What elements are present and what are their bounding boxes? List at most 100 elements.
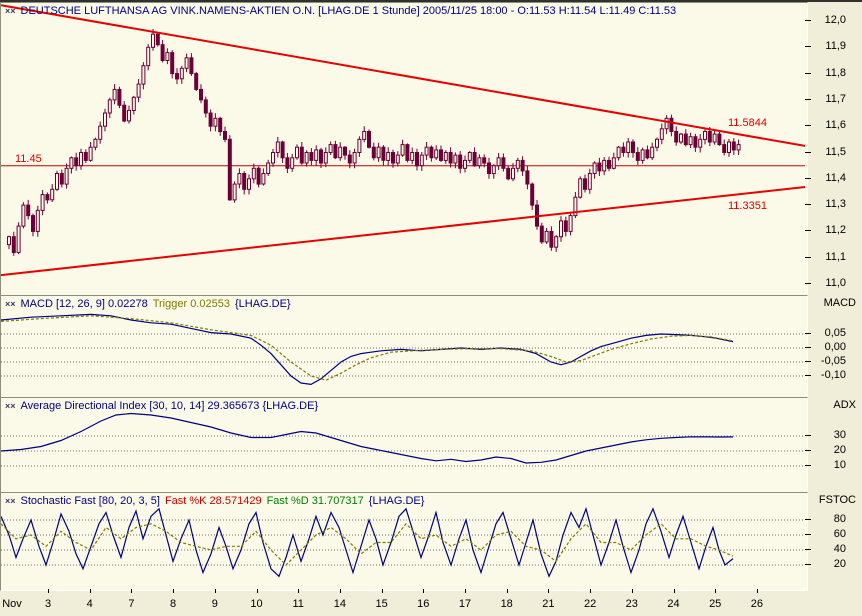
x-axis-label: 7	[128, 598, 135, 610]
price-axis-tick	[805, 151, 811, 153]
price-axis-label: 11,6	[825, 119, 846, 132]
indicator-axis-tick	[805, 450, 811, 451]
price-axis-label: 11,1	[825, 250, 846, 263]
macd-trigger-text: Trigger 0.02553	[152, 298, 230, 310]
x-axis-label: 8	[170, 598, 177, 610]
x-axis-tick	[590, 589, 592, 593]
x-axis-tick	[715, 589, 717, 593]
panel-toggle-icon[interactable]: ××	[5, 299, 16, 309]
indicator-axis-tick	[805, 435, 811, 436]
x-axis-tick	[423, 589, 425, 593]
indicator-axis-tick	[805, 465, 811, 466]
indicator-axis-tick	[805, 347, 811, 348]
x-axis-label: 18	[500, 598, 513, 610]
price-panel-title: ×× DEUTSCHE LUFTHANSA AG VINK.NAMENS-AKT…	[5, 5, 676, 17]
price-axis-tick	[805, 177, 811, 179]
stochastic-panel-title: ×× Stochastic Fast [80, 20, 3, 5] Fast %…	[5, 495, 424, 507]
macd-chart-canvas[interactable]	[1, 296, 805, 395]
adx-title-text: Average Directional Index [30, 10, 14] 2…	[20, 400, 319, 412]
stochastic-chart-canvas[interactable]	[1, 493, 805, 588]
x-axis-tick	[465, 589, 466, 593]
indicator-axis-tick	[805, 534, 811, 535]
price-axis-label: 11,4	[825, 171, 846, 184]
x-axis-tick	[548, 589, 550, 593]
price-axis-tick	[805, 46, 811, 48]
price-axis-label: 11,9	[825, 40, 846, 53]
stoch-symbol-text: {LHAG.DE}	[368, 495, 425, 507]
stoch-fastk-text: Fast %K 28.571429	[164, 495, 262, 507]
x-axis-tick	[131, 589, 133, 593]
x-axis-tick	[631, 589, 633, 593]
price-axis-tick	[805, 204, 811, 206]
x-axis-tick	[48, 589, 49, 593]
indicator-axis-label: -0,05	[820, 355, 846, 367]
stoch-fastd-text: Fast %D 31.707317	[266, 495, 364, 507]
x-axis-label: 22	[583, 598, 597, 610]
indicator-axis-label: 20	[833, 558, 846, 570]
time-axis: Nov 3 4 7 8 9 10 11 14 15 16 17 18 21 22 23 24 25 26	[0, 589, 806, 616]
x-axis-label: 26	[750, 598, 764, 610]
x-axis-label: 3	[44, 598, 52, 610]
x-axis-label: 15	[375, 598, 388, 610]
indicator-axis-tick	[805, 519, 811, 520]
adx-chart-canvas[interactable]	[1, 398, 805, 490]
indicator-axis-label: 30	[833, 429, 846, 441]
price-axis-tick	[805, 98, 811, 100]
price-axis-label: 11,7	[825, 92, 846, 105]
x-axis-label: Nov	[2, 598, 22, 610]
panel-toggle-icon[interactable]: ××	[5, 6, 16, 16]
indicator-axis-label: 60	[833, 528, 846, 540]
stochastic-panel-name: FSTOC	[818, 494, 856, 506]
x-axis-label: 24	[667, 598, 680, 610]
price-axis-label: 11,5	[825, 145, 846, 158]
hline-price-label: 11.45	[15, 153, 42, 165]
adx-panel-title: ×× Average Directional Index [30, 10, 14…	[5, 400, 318, 412]
x-axis-tick	[256, 589, 258, 593]
stoch-title-text: Stochastic Fast [80, 20, 3, 5]	[20, 495, 160, 507]
indicator-axis-tick	[805, 564, 811, 565]
panel-toggle-icon[interactable]: ××	[5, 496, 16, 506]
x-axis-tick	[673, 589, 675, 593]
x-axis-label: 9	[211, 598, 218, 610]
price-axis-tick	[805, 125, 811, 127]
macd-panel-name: MACD	[823, 297, 856, 309]
x-axis-label: 11	[292, 598, 304, 610]
price-panel: ×× DEUTSCHE LUFTHANSA AG VINK.NAMENS-AKT…	[0, 2, 808, 296]
macd-panel: ×× MACD [12, 26, 9] 0.02278 Trigger 0.02…	[0, 295, 808, 398]
stochastic-panel: ×× Stochastic Fast [80, 20, 3, 5] Fast %…	[0, 492, 808, 591]
x-axis-tick	[214, 589, 216, 593]
price-axis-label: 12,0	[824, 14, 846, 26]
indicator-axis-label: 80	[833, 513, 846, 525]
price-axis-label: 11,2	[825, 224, 846, 237]
x-axis-label: 25	[709, 598, 722, 610]
price-chart-canvas[interactable]	[1, 3, 805, 293]
indicator-axis-label: 10	[833, 459, 846, 471]
price-title-text: DEUTSCHE LUFTHANSA AG VINK.NAMENS-AKTIEN…	[20, 5, 677, 17]
x-axis-label: 14	[333, 598, 347, 610]
price-axis-tick	[805, 72, 811, 74]
x-axis-tick	[298, 589, 300, 593]
indicator-axis-tick	[805, 333, 811, 334]
macd-panel-title: ×× MACD [12, 26, 9] 0.02278 Trigger 0.02…	[5, 298, 291, 310]
x-axis-label: 17	[458, 598, 472, 610]
x-axis-tick	[756, 589, 758, 593]
indicator-axis-label: 0,05	[824, 327, 846, 339]
price-axis-label: 11,3	[825, 198, 846, 211]
price-axis-tick	[805, 20, 811, 21]
x-axis-label: 10	[250, 598, 263, 610]
x-axis-tick	[173, 589, 175, 593]
indicator-axis-label: 0,00	[824, 341, 846, 353]
indicator-axis-label: -0,10	[820, 369, 846, 381]
upper-trendline-label: 11.5844	[728, 117, 767, 129]
price-axis-tick	[805, 230, 811, 232]
adx-panel: ×× Average Directional Index [30, 10, 14…	[0, 397, 808, 493]
x-axis-tick	[506, 589, 508, 593]
indicator-axis-label: 20	[833, 444, 846, 456]
price-axis-label: 11,0	[825, 277, 846, 289]
indicator-axis-tick	[805, 361, 811, 362]
price-axis-label: 11,8	[825, 66, 846, 79]
macd-symbol-text: {LHAG.DE}	[234, 298, 291, 310]
panel-toggle-icon[interactable]: ××	[5, 401, 16, 411]
indicator-axis-tick	[805, 375, 811, 376]
